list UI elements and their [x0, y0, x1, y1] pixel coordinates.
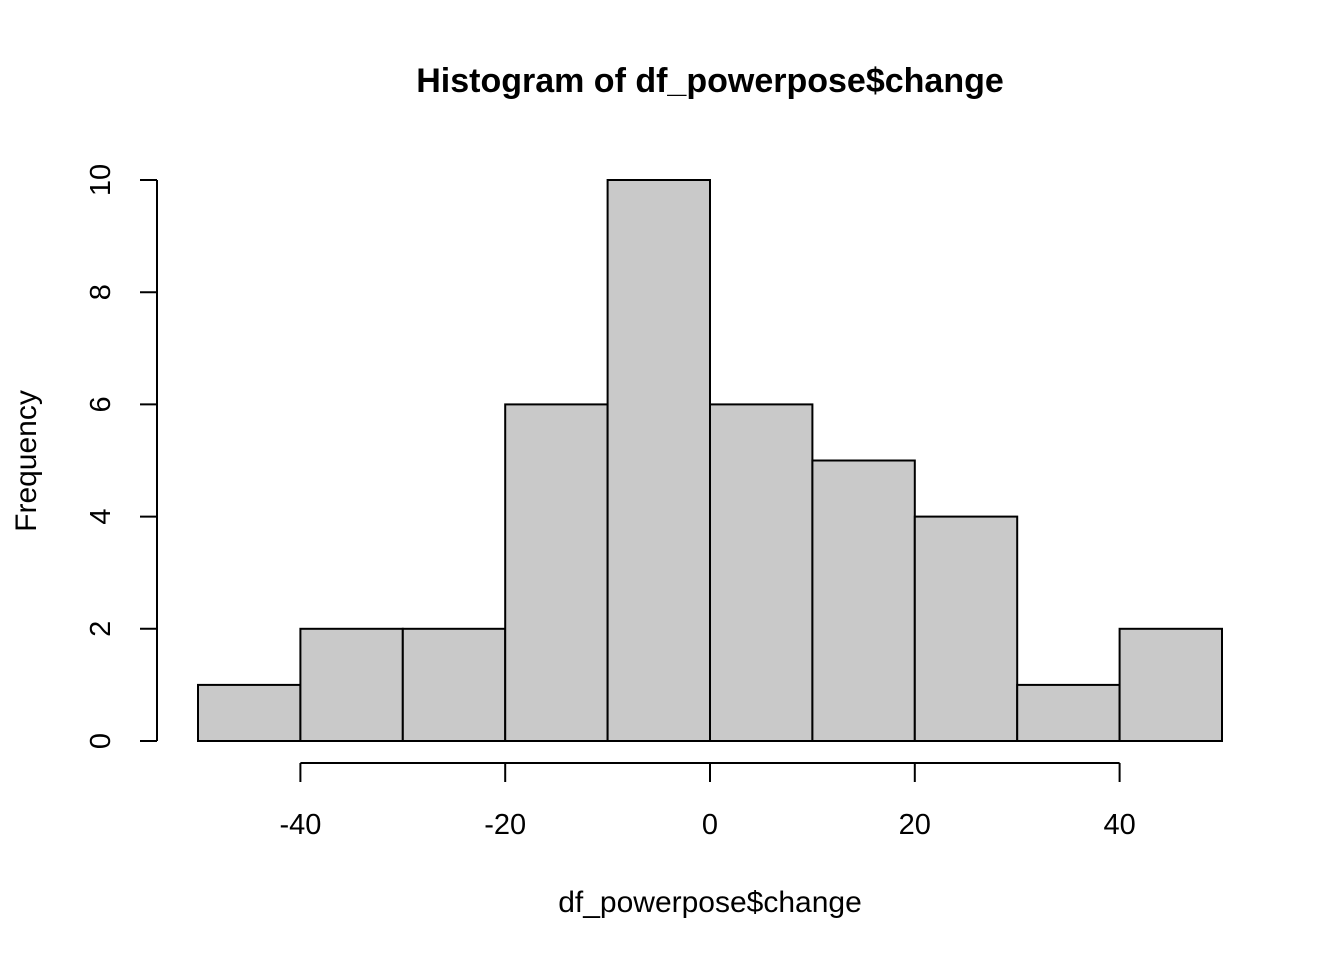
- bars-group: [197, 179, 1223, 743]
- y-tick-label: 0: [85, 733, 117, 749]
- histogram-bar: [197, 683, 302, 743]
- y-tick-label: 8: [85, 284, 117, 300]
- x-tick-label: -20: [484, 809, 526, 841]
- y-tick-label: 6: [85, 396, 117, 412]
- x-tick-label: 20: [899, 809, 931, 841]
- histogram-bar: [299, 627, 404, 742]
- chart-title: Histogram of df_powerpose$change: [416, 62, 1004, 100]
- x-tick-label: -40: [279, 809, 321, 841]
- histogram-bar: [401, 627, 507, 742]
- histogram-bar: [709, 403, 814, 742]
- histogram-bar: [1118, 627, 1223, 742]
- x-tick-label: 40: [1103, 809, 1135, 841]
- y-axis: 0 2 4 6 8 10: [85, 164, 158, 749]
- histogram-bar: [811, 459, 916, 742]
- y-tick-label: 2: [85, 621, 117, 637]
- y-tick-label: 4: [85, 509, 117, 525]
- y-tick-label: 10: [85, 164, 117, 196]
- x-axis: -40 -20 0 20 40: [279, 762, 1136, 841]
- x-axis-label: df_powerpose$change: [558, 886, 862, 919]
- histogram-bar: [1016, 683, 1121, 743]
- histogram-bar: [606, 179, 711, 742]
- x-tick-label: 0: [702, 809, 718, 841]
- y-axis-label: Frequency: [10, 390, 43, 532]
- histogram-bar: [504, 403, 609, 742]
- histogram-bar: [913, 515, 1019, 742]
